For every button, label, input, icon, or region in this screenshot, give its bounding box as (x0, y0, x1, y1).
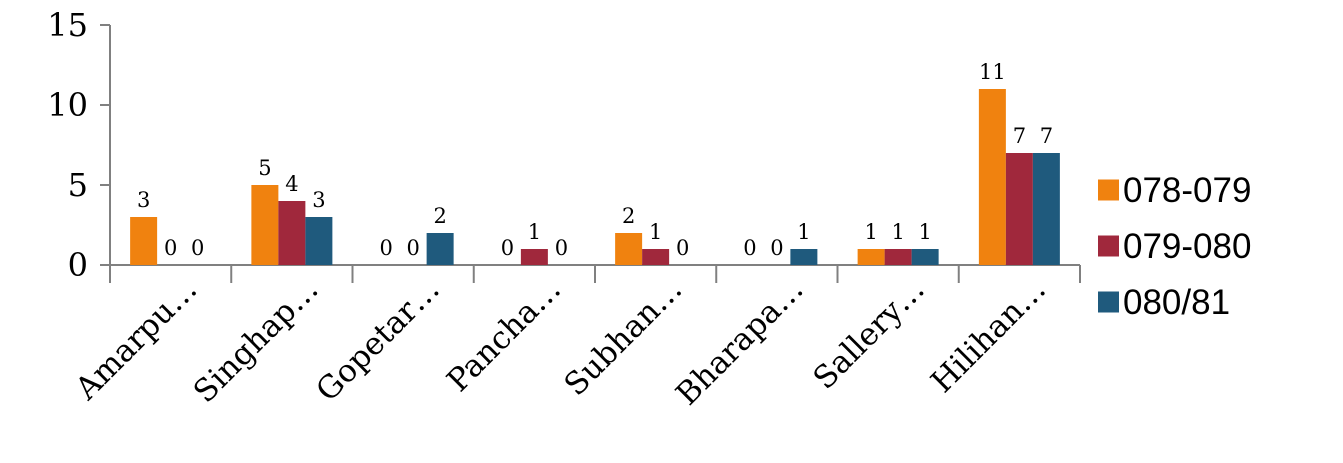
bar (130, 217, 158, 265)
bar (857, 249, 885, 265)
legend-label: 080/81 (1123, 283, 1230, 322)
data-label: 0 (406, 236, 419, 260)
data-label: 11 (979, 60, 1006, 84)
bar (1032, 153, 1060, 265)
x-category-label: Subhan… (557, 271, 689, 403)
legend-swatch (1098, 179, 1119, 201)
data-label: 5 (258, 156, 271, 180)
bar (426, 233, 454, 265)
x-category-label: Sallery… (806, 271, 931, 396)
data-label: 0 (379, 236, 392, 260)
bar (790, 249, 818, 265)
bar (978, 89, 1006, 265)
x-category-label: Amarpu… (68, 271, 204, 407)
bar (1005, 153, 1033, 265)
y-tick-label: 10 (47, 86, 88, 124)
data-label: 3 (137, 188, 150, 212)
data-label: 4 (285, 172, 298, 196)
legend-label: 078-079 (1123, 171, 1251, 210)
x-category-label: Pancha… (440, 271, 568, 399)
y-tick-label: 5 (68, 166, 88, 204)
data-label: 1 (528, 220, 541, 244)
bar (305, 217, 333, 265)
legend-swatch (1098, 235, 1119, 257)
data-label: 0 (743, 236, 756, 260)
y-tick-label: 15 (47, 6, 88, 44)
data-label: 0 (555, 236, 568, 260)
data-label: 0 (676, 236, 689, 260)
axes (100, 24, 1081, 283)
data-label: 1 (891, 220, 904, 244)
bar (642, 249, 670, 265)
data-label: 2 (433, 204, 446, 228)
data-label: 1 (864, 220, 877, 244)
data-label: 0 (501, 236, 514, 260)
bar (884, 249, 912, 265)
x-category-label: Gopetar… (309, 271, 446, 408)
data-label: 0 (191, 236, 204, 260)
bars (130, 89, 1060, 265)
bar (911, 249, 939, 265)
legend-label: 079-080 (1123, 227, 1251, 266)
y-tick-label: 0 (68, 246, 88, 284)
data-label: 7 (1013, 124, 1026, 148)
legend-swatch (1098, 291, 1119, 313)
bar (520, 249, 548, 265)
bar (251, 185, 279, 265)
data-label: 2 (622, 204, 635, 228)
data-label: 7 (1040, 124, 1053, 148)
data-label: 3 (312, 188, 325, 212)
legend: 078-079 079-080 080/81 (1098, 171, 1251, 322)
data-label: 1 (918, 220, 931, 244)
bar (278, 201, 306, 265)
data-label: 0 (770, 236, 783, 260)
x-category-label: Hilihan… (924, 271, 1053, 400)
x-category-label: Singhap… (187, 271, 326, 410)
data-label: 1 (797, 220, 810, 244)
data-label: 1 (649, 220, 662, 244)
x-category-label: Bharapa… (669, 271, 810, 412)
data-label: 0 (164, 236, 177, 260)
bar (615, 233, 643, 265)
